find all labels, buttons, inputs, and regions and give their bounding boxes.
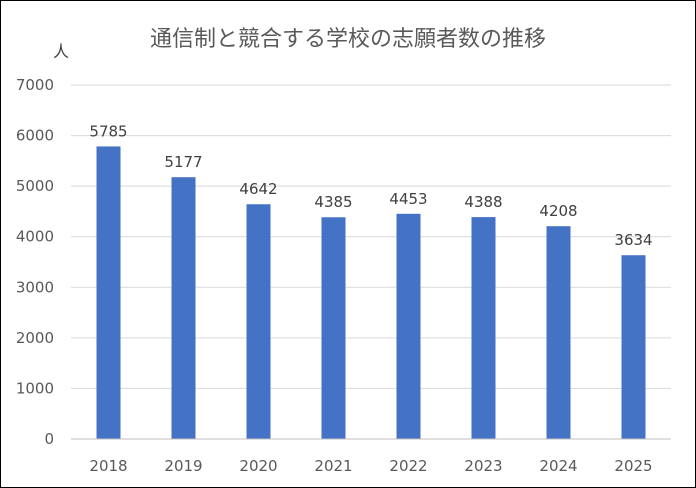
y-tick-label: 2000 bbox=[16, 329, 54, 347]
y-axis-ticks: 0 1000 2000 3000 4000 5000 6000 7000 bbox=[16, 76, 54, 448]
x-tick-label: 2021 bbox=[314, 457, 352, 475]
data-label: 4642 bbox=[239, 180, 277, 198]
x-tick-label: 2018 bbox=[89, 457, 127, 475]
y-unit-label: 人 bbox=[53, 42, 69, 61]
data-label: 4388 bbox=[464, 193, 502, 211]
gridlines bbox=[71, 84, 671, 389]
y-tick-label: 7000 bbox=[16, 76, 54, 94]
y-tick-label: 4000 bbox=[16, 228, 54, 246]
data-label: 3634 bbox=[614, 231, 652, 249]
data-label: 5177 bbox=[164, 153, 202, 171]
data-label: 4453 bbox=[389, 190, 427, 208]
y-tick-label: 1000 bbox=[16, 379, 54, 397]
bar bbox=[396, 213, 421, 439]
chart-title: 通信制と競合する学校の志願者数の推移 bbox=[150, 27, 546, 52]
bar bbox=[96, 146, 121, 440]
data-label: 5785 bbox=[89, 122, 127, 140]
y-tick-label: 6000 bbox=[16, 127, 54, 145]
x-tick-label: 2020 bbox=[239, 457, 277, 475]
data-labels: 5785 5177 4642 4385 4453 4388 4208 3634 bbox=[89, 122, 652, 249]
data-label: 4208 bbox=[539, 202, 577, 220]
bar bbox=[621, 255, 646, 439]
bar bbox=[546, 226, 571, 439]
x-axis-ticks: 2018 2019 2020 2021 2022 2023 2024 2025 bbox=[89, 457, 652, 475]
bars bbox=[96, 146, 646, 440]
bar bbox=[246, 204, 271, 439]
x-tick-label: 2022 bbox=[389, 457, 427, 475]
x-tick-label: 2025 bbox=[614, 457, 652, 475]
y-tick-label: 5000 bbox=[16, 177, 54, 195]
data-label: 4385 bbox=[314, 193, 352, 211]
y-tick-label: 0 bbox=[44, 430, 54, 448]
x-tick-label: 2019 bbox=[164, 457, 202, 475]
bar bbox=[321, 217, 346, 439]
bar bbox=[171, 177, 196, 439]
x-tick-label: 2024 bbox=[539, 457, 577, 475]
x-tick-label: 2023 bbox=[464, 457, 502, 475]
bar bbox=[471, 217, 496, 439]
y-tick-label: 3000 bbox=[16, 278, 54, 296]
